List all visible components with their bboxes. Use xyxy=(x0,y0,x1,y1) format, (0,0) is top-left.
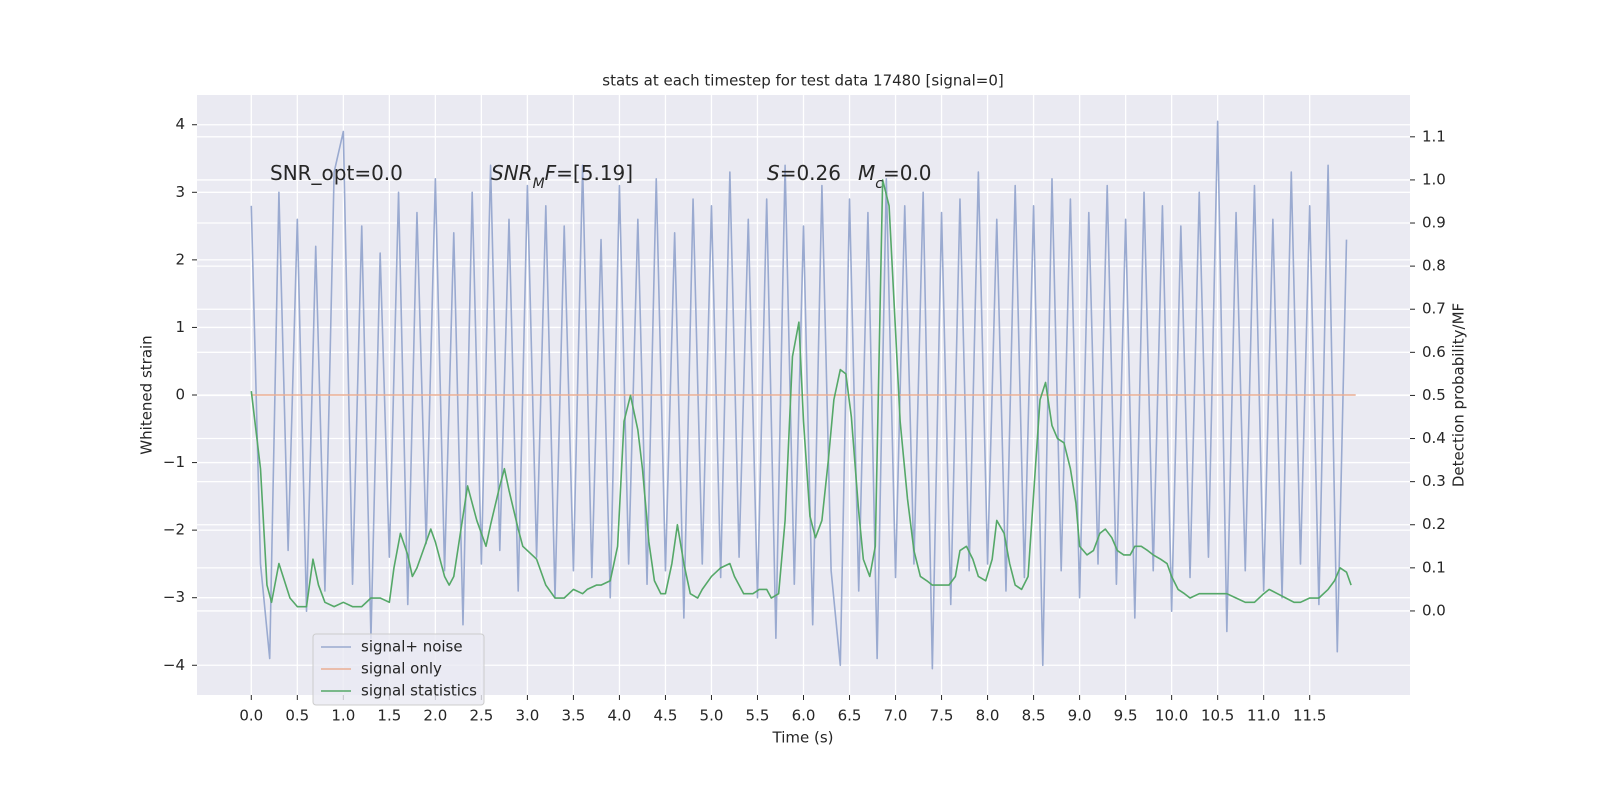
x-tick-label: 8.0 xyxy=(976,707,1000,725)
annotation-part: =[5.19] xyxy=(556,161,633,185)
y-tick-label: 0 xyxy=(175,386,185,404)
x-tick-label: 6.0 xyxy=(792,707,816,725)
x-tick-label: 4.0 xyxy=(608,707,632,725)
annotation-part: c xyxy=(875,176,883,192)
y2-tick-label: 0.0 xyxy=(1422,601,1446,619)
chart-title: stats at each timestep for test data 174… xyxy=(602,72,1003,90)
x-axis-label: Time (s) xyxy=(772,729,834,747)
y-tick-label: −3 xyxy=(163,588,185,606)
x-tick-label: 9.5 xyxy=(1114,707,1138,725)
y2-tick-label: 0.5 xyxy=(1422,386,1446,404)
legend-label: signal only xyxy=(361,660,442,678)
legend-box xyxy=(312,633,485,706)
legend: signal+ noise signal only signal statistic… xyxy=(312,633,485,706)
annotation-part: S xyxy=(767,161,780,185)
legend-label: signal+ noise xyxy=(361,638,463,656)
x-tick-label: 7.5 xyxy=(930,707,954,725)
y2-tick-label: 0.3 xyxy=(1422,472,1446,490)
x-tick-label: 0.0 xyxy=(239,707,263,725)
x-tick-label: 10.0 xyxy=(1155,707,1188,725)
y-tick-label: 2 xyxy=(175,250,185,268)
y2-tick-label: 0.7 xyxy=(1422,300,1446,318)
y2-tick-label: 0.8 xyxy=(1422,257,1446,275)
marks xyxy=(250,120,1356,670)
x-tick-label: 7.0 xyxy=(884,707,908,725)
y-tick-label: 1 xyxy=(175,318,185,336)
legend-label: signal statistics xyxy=(361,682,477,700)
annotation: S=0.26 xyxy=(767,161,841,185)
x-tick-label: 3.0 xyxy=(515,707,539,725)
x-tick-label: 1.0 xyxy=(331,707,355,725)
annotation-part: M xyxy=(858,161,875,185)
annotation: SNRMF=[5.19] xyxy=(491,161,633,192)
annotation: SNR_opt=0.0 xyxy=(270,161,403,185)
y-tick-label: 3 xyxy=(175,183,185,201)
y2-tick-label: 1.0 xyxy=(1422,170,1446,188)
y2-axis-label: Detection probability/MF xyxy=(1450,303,1468,487)
y2-tick-label: 0.6 xyxy=(1422,343,1446,361)
x-tick-label: 8.5 xyxy=(1022,707,1046,725)
y-tick-label: −1 xyxy=(163,453,185,471)
y2-tick-label: 0.1 xyxy=(1422,558,1446,576)
annotation-part: SNR_opt=0.0 xyxy=(270,161,403,185)
x-tick-label: 5.0 xyxy=(700,707,724,725)
x-tick-label: 0.5 xyxy=(285,707,309,725)
annotation-part: SNR xyxy=(491,161,533,185)
y-axis-label: Whitened strain xyxy=(138,335,156,454)
x-tick-label: 6.5 xyxy=(838,707,862,725)
series-line xyxy=(250,179,1352,608)
annotation-part: =0.26 xyxy=(780,161,841,185)
annotation-part: M xyxy=(533,176,545,192)
annotation-part: F xyxy=(545,161,557,185)
annotation-part: =0.0 xyxy=(883,161,932,185)
y-tick-label: 4 xyxy=(175,115,185,133)
x-tick-label: 11.5 xyxy=(1293,707,1326,725)
x-tick-label: 11.0 xyxy=(1247,707,1280,725)
x-tick-label: 2.5 xyxy=(469,707,493,725)
x-tick-label: 5.5 xyxy=(746,707,770,725)
x-tick-label: 4.5 xyxy=(654,707,678,725)
x-tick-label: 3.5 xyxy=(561,707,585,725)
y2-tick-label: 0.4 xyxy=(1422,429,1446,447)
y2-tick-label: 0.9 xyxy=(1422,214,1446,232)
y2-tick-label: 1.1 xyxy=(1422,127,1446,145)
x-tick-label: 10.5 xyxy=(1201,707,1234,725)
annotation: Mc=0.0 xyxy=(858,161,932,192)
x-tick-label: 1.5 xyxy=(377,707,401,725)
x-tick-label: 2.0 xyxy=(423,707,447,725)
y-tick-label: −2 xyxy=(163,521,185,539)
series-line xyxy=(250,120,1348,670)
y-tick-label: −4 xyxy=(163,656,185,674)
y2-tick-label: 0.2 xyxy=(1422,515,1446,533)
x-tick-label: 9.0 xyxy=(1068,707,1092,725)
